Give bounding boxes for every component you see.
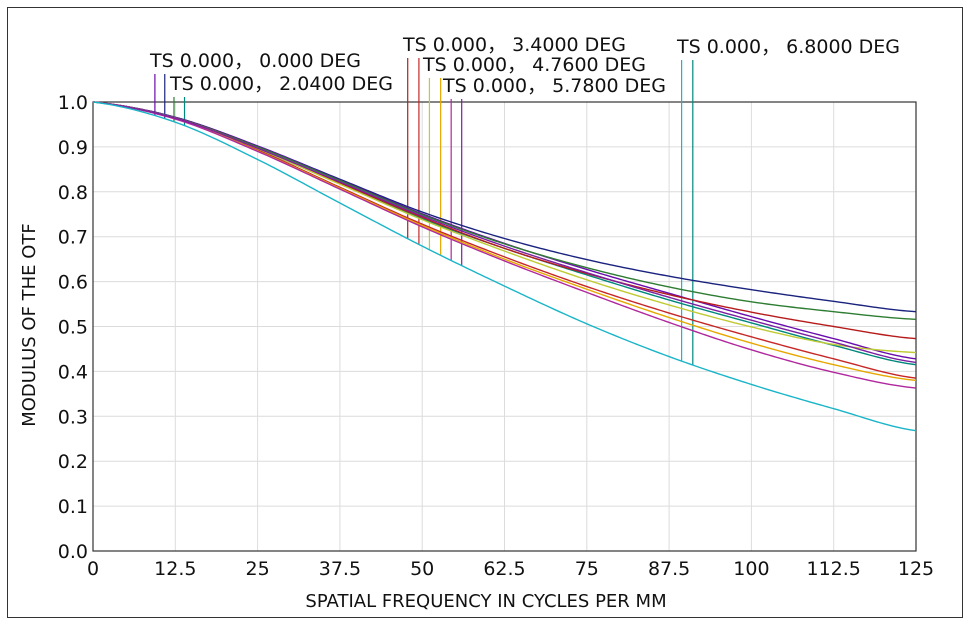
y-tick-label: 0.9 — [58, 137, 88, 159]
x-tick-label: 112.5 — [806, 558, 860, 580]
x-tick-label: 12.5 — [154, 558, 196, 580]
x-tick-label: 37.5 — [319, 558, 361, 580]
grid — [92, 101, 917, 552]
x-tick-label: 125 — [898, 558, 934, 580]
x-tick-label: 25 — [246, 558, 270, 580]
annotation-label: TS 0.000， 6.8000 DEG — [676, 36, 900, 58]
x-tick-label: 87.5 — [648, 558, 690, 580]
y-tick-label: 0.3 — [58, 406, 88, 428]
annotation-label: TS 0.000， 5.7800 DEG — [442, 75, 666, 97]
y-tick-label: 1.0 — [58, 92, 88, 114]
y-axis-label: MODULUS OF THE OTF — [19, 223, 40, 427]
y-tick-label: 0.4 — [58, 361, 88, 383]
x-tick-label: 75 — [575, 558, 599, 580]
x-tick-label: 50 — [410, 558, 434, 580]
plot-area — [92, 101, 917, 552]
series-line-11 — [92, 101, 917, 432]
x-tick-label: 62.5 — [483, 558, 525, 580]
annotation-label: TS 0.000， 0.000 DEG — [149, 50, 361, 72]
series-line-10 — [92, 101, 917, 364]
y-tick-label: 0.6 — [58, 272, 88, 294]
x-tick-label: 0 — [87, 558, 99, 580]
x-tick-label: 100 — [733, 558, 769, 580]
x-axis-label: SPATIAL FREQUENCY IN CYCLES PER MM — [305, 591, 666, 612]
annotation-label: TS 0.000， 4.7600 DEG — [422, 54, 646, 76]
y-tick-labels: 0.0 0.1 0.2 0.3 0.4 0.5 0.6 0.7 0.8 0.9 1.0 — [58, 92, 88, 563]
y-tick-label: 0.5 — [58, 317, 88, 339]
y-tick-label: 0.7 — [58, 227, 88, 249]
chart-frame — [7, 7, 963, 618]
y-tick-label: 0.0 — [58, 541, 88, 563]
annotation-label: TS 0.000， 3.4000 DEG — [402, 34, 626, 56]
series-group — [92, 101, 917, 432]
y-tick-label: 0.2 — [58, 451, 88, 473]
annotation-markers — [154, 58, 694, 366]
series-line-9 — [92, 101, 917, 389]
annotation-label: TS 0.000， 2.0400 DEG — [169, 73, 393, 95]
y-tick-label: 0.8 — [58, 182, 88, 204]
y-tick-label: 0.1 — [58, 496, 88, 518]
x-tick-labels: 0 12.5 25 37.5 50 62.5 75 87.5 100 112.5 125 — [87, 558, 934, 580]
series-line-3 — [92, 101, 917, 321]
